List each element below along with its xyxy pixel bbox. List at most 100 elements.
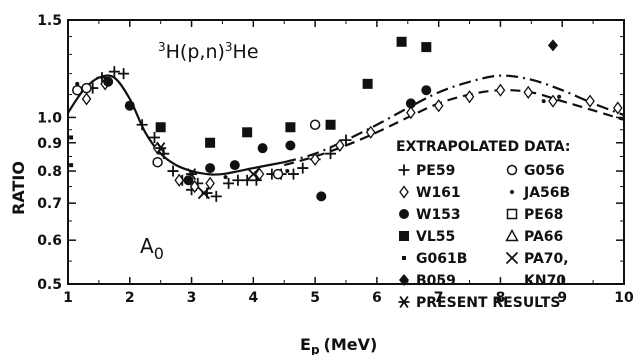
x-tick-label: 6 [372, 290, 382, 306]
label-a0-sub: 0 [154, 244, 164, 263]
data-point-plus [223, 177, 235, 189]
data-point-circle-filled [229, 160, 240, 171]
y-tick-label: 1.5 [37, 13, 62, 29]
x-tick-label: 5 [310, 290, 320, 306]
data-point-cross [247, 167, 260, 181]
data-point-diamond-open [585, 94, 595, 108]
data-point-asterisk [155, 142, 167, 155]
y-tick-label: 0.5 [37, 277, 62, 293]
data-point-plus [340, 134, 352, 146]
x-axis-label-sub: p [311, 343, 320, 355]
data-point-plus [108, 66, 120, 78]
legend-marker-circle-filled [399, 209, 409, 219]
legend-marker-plus [398, 164, 410, 176]
data-point-cross [197, 186, 211, 200]
data-point-diamond-open [464, 90, 475, 104]
legend-label: PA66 [524, 229, 563, 245]
label-a0-main: A [140, 234, 154, 258]
data-point-plus [241, 174, 253, 186]
x-tick-label: 10 [614, 290, 634, 306]
y-tick-label: 0.8 [37, 164, 62, 180]
data-point-diamond-open [495, 83, 506, 97]
data-point-plus [297, 162, 309, 174]
curve-dashed [283, 89, 625, 167]
y-axis-label: RATIO [9, 161, 28, 215]
legend-label: PRESENT RESULTS [416, 295, 560, 311]
legend-marker-circle-open [506, 164, 518, 176]
data-point-diamond-open [433, 99, 444, 113]
data-point-circle-open [272, 168, 284, 180]
legend-marker-diamond-filled [399, 274, 409, 286]
data-point-small-square-filled [69, 163, 74, 168]
data-point-plus [325, 148, 337, 160]
fit-curves [67, 74, 625, 176]
data-point-square-filled [362, 78, 373, 89]
annotation-sup1: 3 [158, 40, 166, 54]
data-point-plus [148, 131, 160, 143]
data-point-circle-open [81, 82, 92, 94]
annotation-main: H(p,n) [166, 41, 225, 63]
data-point-square-filled [155, 122, 166, 133]
data-point-circle-filled [205, 163, 216, 174]
data-point-dot [223, 175, 228, 180]
data-point-diamond-open [548, 94, 558, 108]
data-point-circle-filled [316, 191, 327, 202]
legend-marker-diamond-open [399, 185, 409, 199]
legend-label: G056 [524, 163, 565, 179]
x-tick-label: 7 [434, 290, 444, 306]
legend-label: KN70 [524, 273, 566, 289]
data-point-diamond-open [335, 138, 345, 153]
legend-marker-square-open [506, 208, 518, 220]
legend-label: G061B [416, 251, 467, 267]
x-tick-label: 4 [248, 290, 258, 306]
legend-label: PE59 [416, 163, 455, 179]
data-point-plus [136, 119, 148, 131]
axis-ticks: 1 2 3 4 5 6 7 8 9 10 0.5 0.6 0.7 0.8 0.9 1.0 1.5 [37, 13, 634, 306]
legend-label: PA70, [524, 251, 569, 267]
data-point-circle-open [309, 119, 321, 131]
x-tick-label: 1 [63, 290, 73, 306]
data-point-square-filled [242, 127, 253, 138]
data-point-circle-filled [183, 175, 194, 186]
data-point-diamond-open [174, 173, 185, 187]
data-point-diamond-open [189, 179, 200, 194]
curve-solid [67, 74, 285, 176]
label-a0: A0 [140, 234, 164, 263]
legend-label: W153 [416, 207, 461, 223]
data-point-circle-filled [421, 85, 432, 96]
y-tick-label: 0.6 [37, 233, 62, 249]
legend-label: VL55 [416, 229, 455, 245]
data-point-circle-filled [257, 143, 268, 154]
data-point-square-filled [325, 119, 336, 130]
y-tick-label: 0.7 [37, 196, 62, 212]
annotation-tail: He [233, 41, 259, 63]
data-point-diamond-filled [547, 39, 558, 52]
x-tick-label: 9 [557, 290, 567, 306]
x-axis-label-unit: (MeV) [324, 335, 378, 354]
annotation-sup2: 3 [225, 40, 233, 54]
data-point-diamond-open [81, 92, 92, 106]
data-point-square-filled [421, 42, 432, 53]
data-point-dot [75, 81, 80, 86]
data-point-circle-filled [405, 98, 416, 109]
data-point-circle-filled [124, 100, 135, 111]
data-point-plus [210, 190, 222, 202]
legend-label: B059 [416, 273, 456, 289]
x-tick-label: 2 [125, 290, 135, 306]
legend-marker-square-filled [399, 231, 409, 241]
legend-marker-cross [505, 251, 519, 265]
data-point-dot [541, 99, 546, 104]
legend-marker-small-square-filled [402, 256, 406, 260]
data-point-plus [287, 168, 299, 180]
legend-label: W161 [416, 185, 461, 201]
legend-label: PE68 [524, 207, 563, 223]
curve-dashdot [283, 74, 625, 164]
data-point-asterisk [186, 168, 198, 181]
legend: PE59 G056 W161 JA56B W153 PE68 VL55 PA66 G061B PA… [398, 163, 570, 311]
data-point-dot [285, 169, 290, 174]
annotation-reaction: 3H(p,n)3He [158, 40, 259, 63]
legend-marker-triangle-open [505, 229, 519, 242]
data-point-circle-filled [285, 140, 296, 151]
data-point-dot [557, 94, 562, 99]
y-tick-label: 1.0 [37, 110, 62, 126]
